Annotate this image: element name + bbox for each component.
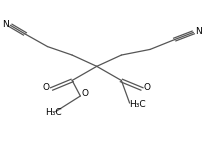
Text: N: N xyxy=(2,20,9,29)
Text: O: O xyxy=(144,83,150,92)
Text: O: O xyxy=(82,89,89,98)
Text: N: N xyxy=(195,27,202,36)
Text: O: O xyxy=(43,83,50,92)
Text: H₃C: H₃C xyxy=(45,108,62,118)
Text: H₃C: H₃C xyxy=(130,100,146,109)
